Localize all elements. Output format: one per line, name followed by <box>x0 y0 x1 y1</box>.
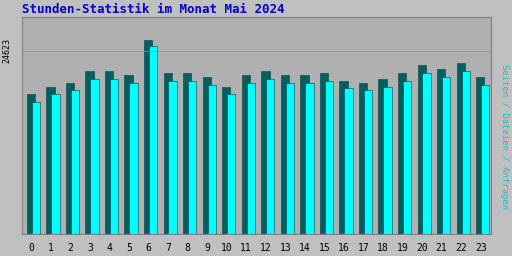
Bar <box>364 90 372 233</box>
Bar <box>481 85 489 233</box>
Bar <box>183 73 191 233</box>
Bar <box>110 79 118 233</box>
Bar <box>339 81 348 233</box>
Bar <box>281 75 289 233</box>
Bar <box>266 79 274 233</box>
Bar <box>66 83 74 233</box>
Bar <box>168 81 177 233</box>
Bar <box>227 94 236 233</box>
Bar <box>457 63 465 233</box>
Bar <box>86 71 94 233</box>
Bar <box>124 75 133 233</box>
Bar <box>32 102 40 233</box>
Bar <box>442 77 451 233</box>
Bar <box>261 71 269 233</box>
Bar <box>398 73 407 233</box>
Bar <box>437 69 445 233</box>
Bar <box>163 73 172 233</box>
Bar <box>320 73 328 233</box>
Bar <box>71 90 79 233</box>
Bar <box>325 81 333 233</box>
Bar <box>418 65 426 233</box>
Bar <box>51 94 59 233</box>
Bar <box>203 77 211 233</box>
Bar <box>105 71 113 233</box>
Bar <box>222 87 230 233</box>
Bar <box>305 83 313 233</box>
Bar <box>345 89 353 233</box>
Bar <box>46 87 55 233</box>
Bar <box>403 81 411 233</box>
Bar <box>207 85 216 233</box>
Bar <box>286 83 294 233</box>
Bar <box>422 73 431 233</box>
Bar <box>130 83 138 233</box>
Bar <box>247 83 255 233</box>
Bar <box>378 79 387 233</box>
Bar <box>27 94 35 233</box>
Bar <box>144 40 152 233</box>
Bar <box>188 81 196 233</box>
Bar <box>149 46 157 233</box>
Bar <box>383 87 392 233</box>
Bar <box>476 77 484 233</box>
Bar <box>242 75 250 233</box>
Bar <box>462 71 470 233</box>
Text: Stunden-Statistik im Monat Mai 2024: Stunden-Statistik im Monat Mai 2024 <box>22 3 284 16</box>
Bar <box>90 79 99 233</box>
Bar <box>359 83 367 233</box>
Bar <box>301 75 309 233</box>
